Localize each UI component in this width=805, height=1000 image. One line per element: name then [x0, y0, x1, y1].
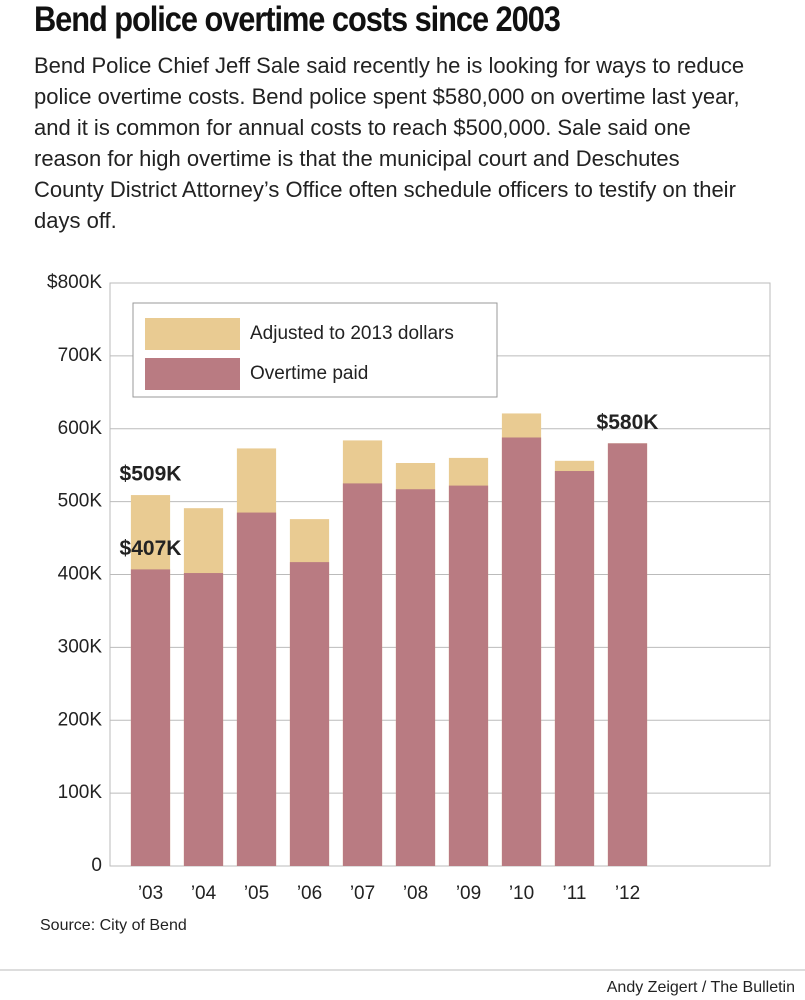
- chart-subtitle: Bend Police Chief Jeff Sale said recentl…: [34, 53, 745, 233]
- y-tick-label: 400K: [58, 564, 103, 585]
- x-tick-label: ’12: [615, 883, 640, 904]
- source: Source: City of Bend: [40, 917, 187, 934]
- x-tick-label: ’09: [456, 883, 481, 904]
- legend-label: Overtime paid: [250, 363, 368, 384]
- bar: [448, 485, 489, 866]
- bar: [395, 489, 436, 866]
- y-tick-label: 0: [91, 855, 102, 876]
- x-tick-label: ’05: [244, 883, 269, 904]
- value-label: $580K: [597, 411, 659, 434]
- bar: [236, 512, 277, 866]
- x-tick-label: ’11: [563, 883, 587, 904]
- chart-title: Bend police overtime costs since 2003: [34, 0, 561, 39]
- y-tick-label: 300K: [58, 636, 103, 657]
- y-tick-label: 200K: [58, 709, 103, 730]
- bar: [183, 573, 224, 866]
- y-tick-label: 100K: [58, 782, 103, 803]
- y-tick-label: 700K: [58, 345, 103, 366]
- x-tick-label: ’10: [509, 883, 534, 904]
- bar: [607, 443, 648, 866]
- value-label: $407K: [120, 537, 182, 560]
- y-tick-label: 500K: [58, 491, 103, 512]
- x-tick-label: ’08: [403, 883, 428, 904]
- bar: [130, 569, 171, 866]
- legend-swatch: [145, 358, 240, 390]
- bar: [554, 471, 595, 866]
- value-label: $509K: [120, 463, 182, 486]
- x-tick-label: ’06: [297, 883, 322, 904]
- bar: [342, 483, 383, 866]
- x-tick-label: ’07: [350, 883, 375, 904]
- x-tick-label: ’03: [138, 883, 163, 904]
- y-tick-label: 600K: [58, 418, 103, 439]
- x-tick-label: ’04: [191, 883, 217, 904]
- legend-label: Adjusted to 2013 dollars: [250, 323, 454, 344]
- credit: Andy Zeigert / The Bulletin: [607, 979, 795, 996]
- bar: [501, 437, 542, 866]
- y-tick-label: $800K: [47, 272, 102, 293]
- bar: [289, 562, 330, 866]
- legend-swatch: [145, 318, 240, 350]
